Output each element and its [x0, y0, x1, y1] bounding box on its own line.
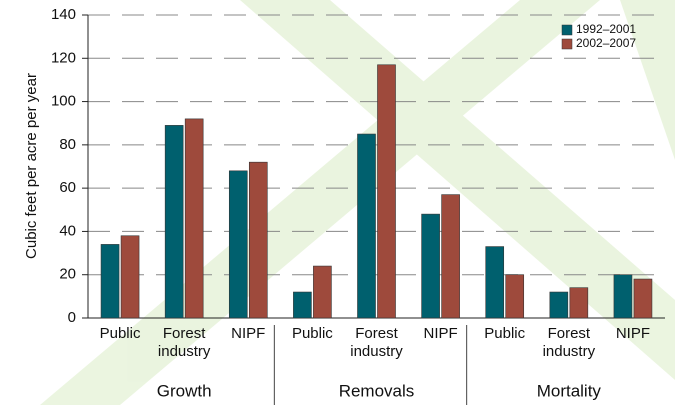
x-tick-label: Forest industry: [350, 325, 403, 360]
legend-swatch: [561, 38, 573, 50]
legend-label: 2002–2007: [576, 36, 636, 50]
bar: [505, 274, 525, 319]
x-tick-label: Public: [99, 325, 141, 342]
decor-band: [620, 0, 675, 160]
x-tick-label: Public: [291, 325, 333, 342]
bar: [613, 274, 633, 319]
y-tick-label: 80: [59, 136, 76, 153]
x-tick-label: NIPF: [615, 325, 651, 342]
y-tick-label: 40: [59, 222, 76, 239]
group-label: Mortality: [537, 381, 602, 400]
decor-band: [240, 0, 675, 380]
y-tick-label: 60: [59, 179, 76, 196]
bar: [184, 118, 204, 319]
x-tick-label: Forest industry: [157, 325, 211, 360]
bar: [633, 278, 653, 319]
bar: [357, 133, 376, 319]
y-axis-label: Cubic feet per acre per year: [23, 73, 40, 259]
bar: [120, 235, 140, 319]
x-tick-label: Public: [484, 325, 526, 342]
bar: [228, 170, 248, 319]
group-label: Removals: [339, 381, 415, 400]
y-tick-label: 120: [51, 49, 76, 66]
y-tick-label: 140: [51, 6, 76, 23]
y-tick-label: 100: [51, 93, 76, 110]
y-tick-label: 20: [59, 266, 76, 283]
bar: [313, 265, 332, 319]
bar: [164, 125, 184, 319]
bar: [248, 161, 268, 319]
bar: [441, 194, 460, 319]
legend-swatch: [561, 24, 573, 36]
bar: [377, 64, 396, 319]
x-tick-label: NIPF: [423, 325, 458, 342]
bar: [485, 246, 505, 319]
bar: [421, 213, 440, 319]
bar: [100, 244, 120, 319]
legend-label: 1992–2001: [576, 22, 636, 36]
group-label: Growth: [157, 381, 212, 400]
x-tick-label: Forest industry: [542, 325, 596, 360]
bar: [293, 291, 312, 319]
y-tick-label: 0: [68, 309, 76, 326]
bar: [569, 287, 589, 319]
bar: [549, 291, 569, 319]
x-tick-label: NIPF: [231, 325, 266, 342]
